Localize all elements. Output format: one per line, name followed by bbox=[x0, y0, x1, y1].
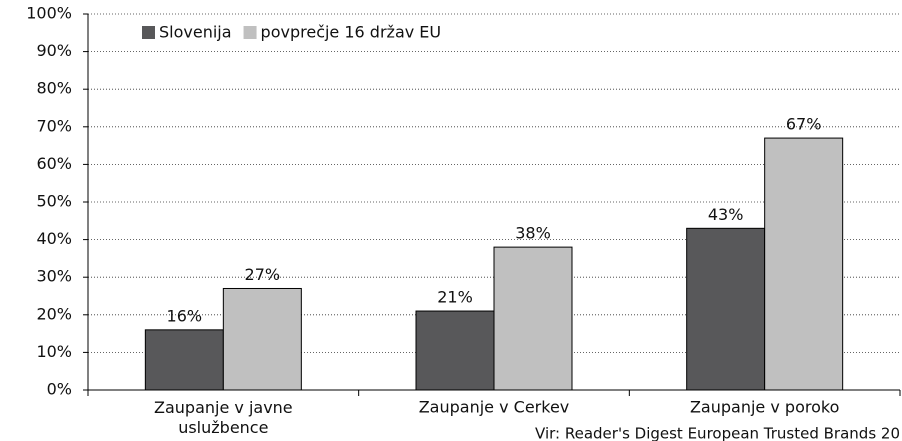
value-label: 16% bbox=[167, 306, 203, 325]
y-tick-label: 30% bbox=[36, 267, 72, 286]
y-tick-label: 10% bbox=[36, 342, 72, 361]
y-tick-label: 80% bbox=[36, 79, 72, 98]
legend-label: Slovenija bbox=[159, 23, 232, 42]
bar bbox=[415, 310, 495, 391]
x-tick-label: Zaupanje v poroko bbox=[690, 398, 839, 417]
bar bbox=[493, 246, 573, 391]
value-label: 38% bbox=[515, 224, 551, 243]
y-tick-label: 100% bbox=[26, 4, 72, 23]
y-tick-label: 90% bbox=[36, 41, 72, 60]
y-tick-label: 0% bbox=[47, 380, 72, 399]
bar bbox=[144, 329, 224, 391]
bar bbox=[222, 287, 302, 391]
y-tick-label: 60% bbox=[36, 154, 72, 173]
legend-label: povprečje 16 držav EU bbox=[261, 23, 442, 42]
source-note: Vir: Reader's Digest European Trusted Br… bbox=[535, 425, 900, 441]
x-tick-label: Zaupanje v javne uslužbence bbox=[154, 398, 293, 437]
legend-swatch bbox=[243, 26, 257, 39]
y-tick-label: 70% bbox=[36, 116, 72, 135]
value-label: 43% bbox=[708, 205, 744, 224]
y-tick-label: 50% bbox=[36, 192, 72, 211]
y-tick-label: 20% bbox=[36, 304, 72, 323]
value-label: 67% bbox=[786, 115, 822, 134]
y-tick-label: 40% bbox=[36, 229, 72, 248]
legend-swatch bbox=[142, 26, 155, 39]
bar bbox=[686, 227, 766, 391]
value-label: 27% bbox=[245, 265, 281, 284]
bar bbox=[764, 137, 844, 391]
value-label: 21% bbox=[437, 288, 473, 307]
x-tick-label: Zaupanje v Cerkev bbox=[419, 398, 570, 417]
